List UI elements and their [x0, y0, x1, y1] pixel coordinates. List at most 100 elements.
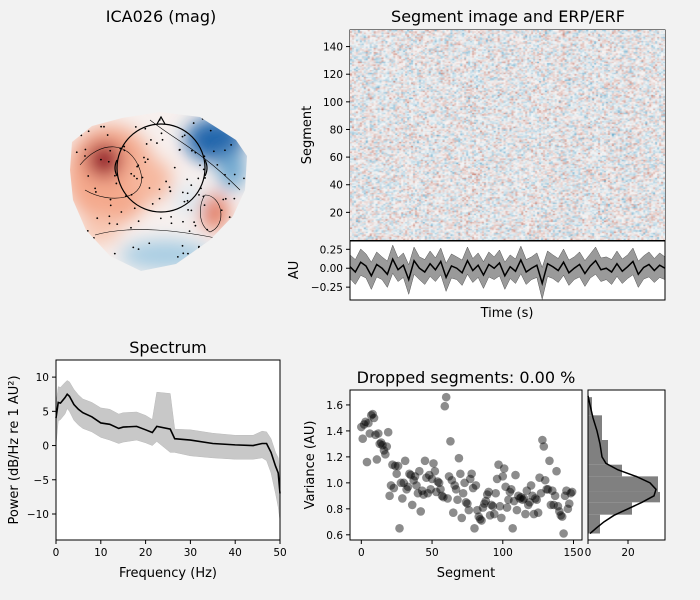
sensor-dot	[144, 127, 147, 130]
sensor-dot	[201, 118, 204, 120]
histogram-bar	[588, 476, 658, 492]
x-tick-label: 40	[229, 547, 242, 559]
sensor-dot	[217, 262, 220, 265]
sensor-dot	[224, 250, 227, 253]
topomap-title: ICA026 (mag)	[106, 7, 217, 26]
scatter-point	[487, 500, 496, 510]
scatter-point	[497, 513, 506, 523]
sensor-dot	[132, 246, 135, 249]
topomap	[70, 112, 247, 271]
sensor-dot	[198, 194, 200, 196]
scatter-point	[492, 474, 502, 484]
sensor-dot	[87, 114, 89, 117]
y-tick-label: 0.25	[320, 244, 343, 256]
sensor-dot	[178, 148, 181, 151]
sensor-dot	[165, 180, 167, 183]
scatter-point	[447, 475, 457, 485]
y-tick-label: 0.00	[320, 263, 343, 275]
histogram-bar	[588, 502, 632, 515]
scatter-point	[508, 524, 517, 533]
sensor-dot	[211, 260, 214, 263]
sensor-dot	[141, 176, 144, 179]
scatter-point	[413, 488, 423, 498]
scatter-point	[406, 470, 416, 480]
y-tick-label: 0.6	[326, 530, 343, 542]
sensor-dot	[216, 163, 219, 166]
scatter-point	[539, 442, 549, 451]
sensor-dot	[84, 155, 86, 157]
scatter-point	[426, 485, 435, 494]
scatter-point	[467, 469, 476, 479]
sensor-dot	[169, 190, 172, 192]
scatter-point	[375, 439, 385, 449]
sensor-dot	[130, 226, 132, 229]
scatter-point	[373, 429, 383, 438]
sensor-dot	[243, 125, 245, 128]
sensor-dot	[130, 172, 133, 175]
scatter-point	[457, 513, 467, 523]
scatter-point	[412, 481, 421, 490]
scatter-point	[454, 453, 464, 463]
sensor-dot	[224, 197, 227, 200]
scatter-point	[390, 461, 400, 471]
scatter-point	[471, 481, 481, 490]
sensor-dot	[225, 119, 228, 122]
sensor-dot	[242, 257, 245, 260]
scatter-point	[516, 492, 526, 502]
scatter-point	[389, 483, 399, 493]
y-tick-label: 40	[330, 180, 343, 192]
ear-outline	[114, 159, 208, 177]
sensor-dot	[120, 211, 123, 213]
sensor-dot	[230, 144, 233, 146]
sensor-dot	[137, 220, 140, 223]
sensor-dot	[94, 191, 97, 193]
x-tick-label: 0	[53, 547, 60, 559]
scatter-point	[398, 494, 407, 503]
scatter-point	[480, 499, 489, 508]
y-tick-label: 1.6	[326, 400, 343, 412]
sensor-dot	[187, 252, 189, 255]
scatter-point	[358, 434, 368, 444]
sensor-dot	[222, 198, 225, 201]
scatter-point	[550, 491, 560, 501]
sensor-dot	[236, 232, 239, 234]
scatter-point	[505, 487, 515, 497]
sensor-dot	[106, 259, 108, 262]
sensor-dot	[100, 125, 103, 128]
sensor-dot	[199, 164, 201, 167]
scatter-point	[417, 486, 427, 495]
scatter-point	[474, 512, 484, 521]
scatter-point	[531, 494, 540, 503]
scatter-point	[522, 486, 532, 495]
sensor-dot	[194, 224, 197, 227]
sensor-dot	[229, 250, 231, 253]
sensor-dot	[148, 187, 151, 189]
sensor-dot	[87, 175, 90, 177]
sensor-dot	[159, 217, 162, 220]
sensor-dot	[144, 161, 147, 164]
scatter-point	[400, 456, 410, 466]
scatter-point	[532, 495, 542, 505]
scatter-point	[504, 495, 513, 505]
scatter-point	[543, 485, 553, 494]
scatter-point	[521, 509, 530, 519]
sensor-dot	[88, 115, 91, 118]
sensor-dot	[220, 209, 223, 212]
scatter-point	[430, 466, 440, 476]
scatter-point	[415, 466, 424, 476]
scatter-point	[526, 481, 536, 490]
sensor-dot	[186, 178, 189, 181]
scatter-point	[393, 461, 403, 471]
scatter-point	[416, 507, 426, 516]
sensor-dot	[77, 249, 80, 251]
scatter-point	[470, 524, 479, 533]
sensor-dot	[228, 216, 231, 219]
sensor-dot	[100, 158, 102, 161]
y-tick-label: 20	[330, 207, 343, 219]
x-tick-label: 10	[94, 547, 107, 559]
sensor-dot	[109, 149, 112, 152]
y-tick-label: 80	[330, 124, 343, 136]
sensor-dot	[143, 156, 145, 159]
scatter-point	[399, 478, 409, 488]
